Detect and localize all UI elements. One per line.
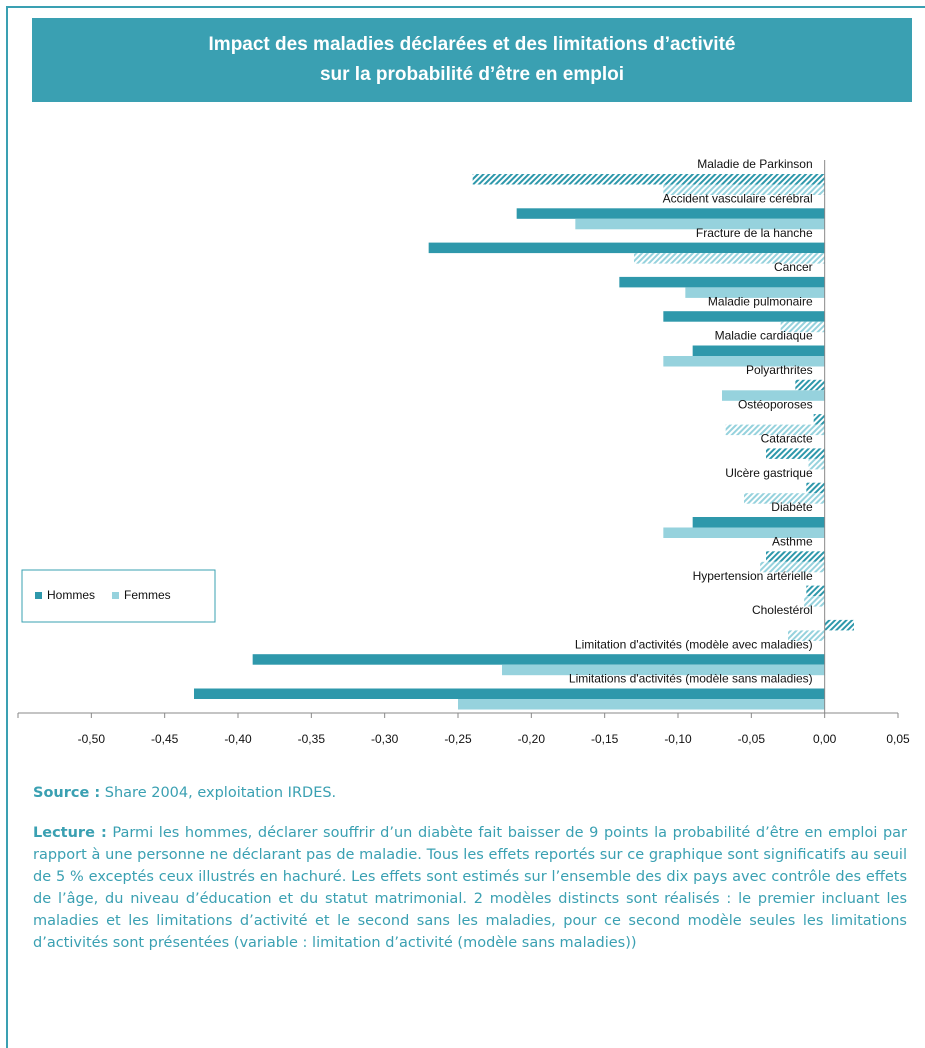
bar bbox=[808, 458, 825, 470]
x-tick-label: -0,35 bbox=[298, 732, 326, 746]
legend-label: Hommes bbox=[47, 588, 95, 602]
legend-swatch bbox=[35, 592, 42, 599]
x-tick-label: 0,00 bbox=[813, 732, 837, 746]
category-label: Cancer bbox=[774, 260, 813, 274]
source-text: Share 2004, exploitation IRDES. bbox=[104, 785, 337, 801]
bar bbox=[788, 630, 825, 641]
category-label: Asthme bbox=[772, 534, 813, 548]
x-tick-label: -0,05 bbox=[738, 732, 766, 746]
x-tick-label: -0,10 bbox=[664, 732, 692, 746]
bar bbox=[472, 174, 825, 185]
bar bbox=[458, 699, 825, 710]
category-label: Fracture de la hanche bbox=[696, 226, 813, 240]
title-box: Impact des maladies déclarées et des lim… bbox=[32, 18, 912, 102]
bar bbox=[685, 287, 825, 298]
category-label: Limitations d'activités (modèle sans mal… bbox=[569, 672, 813, 686]
bar bbox=[766, 551, 825, 562]
bar bbox=[692, 345, 825, 356]
bar bbox=[516, 208, 825, 219]
lecture: Lecture : Parmi les hommes, déclarer sou… bbox=[33, 822, 907, 954]
category-label: Maladie de Parkinson bbox=[697, 157, 812, 171]
bar bbox=[722, 390, 825, 401]
legend-swatch bbox=[112, 592, 119, 599]
bar bbox=[692, 517, 825, 528]
bar bbox=[663, 311, 825, 322]
source: Source : Share 2004, exploitation IRDES. bbox=[33, 782, 907, 804]
bar bbox=[663, 356, 825, 367]
bar bbox=[744, 493, 825, 504]
chart: Maladie de Parkinson Accident vasculaire … bbox=[17, 157, 910, 746]
title-line: sur la probabilité d’être en emploi bbox=[319, 64, 625, 85]
legend-label: Femmes bbox=[124, 588, 171, 602]
bar bbox=[824, 619, 854, 631]
x-tick-label: -0,20 bbox=[518, 732, 546, 746]
bar bbox=[663, 184, 825, 195]
category-label: Accident vasculaire cérébral bbox=[663, 191, 813, 205]
bar bbox=[634, 253, 825, 264]
category-label: Polyarthrites bbox=[746, 363, 813, 377]
x-tick-label: -0,30 bbox=[371, 732, 399, 746]
source-label: Source : bbox=[33, 785, 101, 801]
x-tick-label: -0,15 bbox=[591, 732, 619, 746]
page: {"chart_data": {"type": "barh", "title":… bbox=[6, 6, 925, 1048]
bar bbox=[575, 218, 825, 230]
bar bbox=[760, 561, 825, 573]
category-label: Cataracte bbox=[761, 432, 813, 446]
bar bbox=[194, 688, 825, 699]
x-tick-label: -0,45 bbox=[151, 732, 179, 746]
bar bbox=[619, 276, 825, 288]
lecture-text: Parmi les hommes, déclarer souffrir d’un… bbox=[33, 825, 908, 951]
frame bbox=[6, 6, 925, 1048]
category-label: Maladie cardiaque bbox=[715, 329, 813, 343]
category-label: Ostéoporoses bbox=[738, 397, 813, 411]
x-tick-label: -0,50 bbox=[78, 732, 106, 746]
bar bbox=[806, 482, 825, 494]
bar bbox=[804, 596, 825, 607]
bar bbox=[725, 424, 825, 436]
category-label: Diabète bbox=[771, 500, 813, 514]
x-tick-label: -0,40 bbox=[224, 732, 252, 746]
bar bbox=[766, 448, 825, 459]
title-line: Impact des maladies déclarées et des lim… bbox=[208, 34, 736, 55]
lecture-label: Lecture : bbox=[33, 825, 107, 841]
bar bbox=[813, 414, 825, 425]
bar bbox=[663, 527, 825, 538]
category-label: Cholestérol bbox=[752, 603, 813, 617]
category-label: Maladie pulmonaire bbox=[708, 294, 813, 308]
bar bbox=[806, 585, 825, 597]
bar bbox=[252, 654, 825, 665]
x-tick-label: 0,05 bbox=[886, 732, 910, 746]
x-tick-label: -0,25 bbox=[444, 732, 472, 746]
category-label: Limitation d'activités (modèle avec mala… bbox=[575, 637, 813, 651]
category-label: Hypertension artérielle bbox=[693, 569, 813, 583]
bar bbox=[780, 321, 825, 333]
bar bbox=[428, 242, 825, 254]
bar bbox=[795, 379, 825, 391]
bar bbox=[502, 664, 825, 676]
category-label: Ulcère gastrique bbox=[725, 466, 813, 480]
